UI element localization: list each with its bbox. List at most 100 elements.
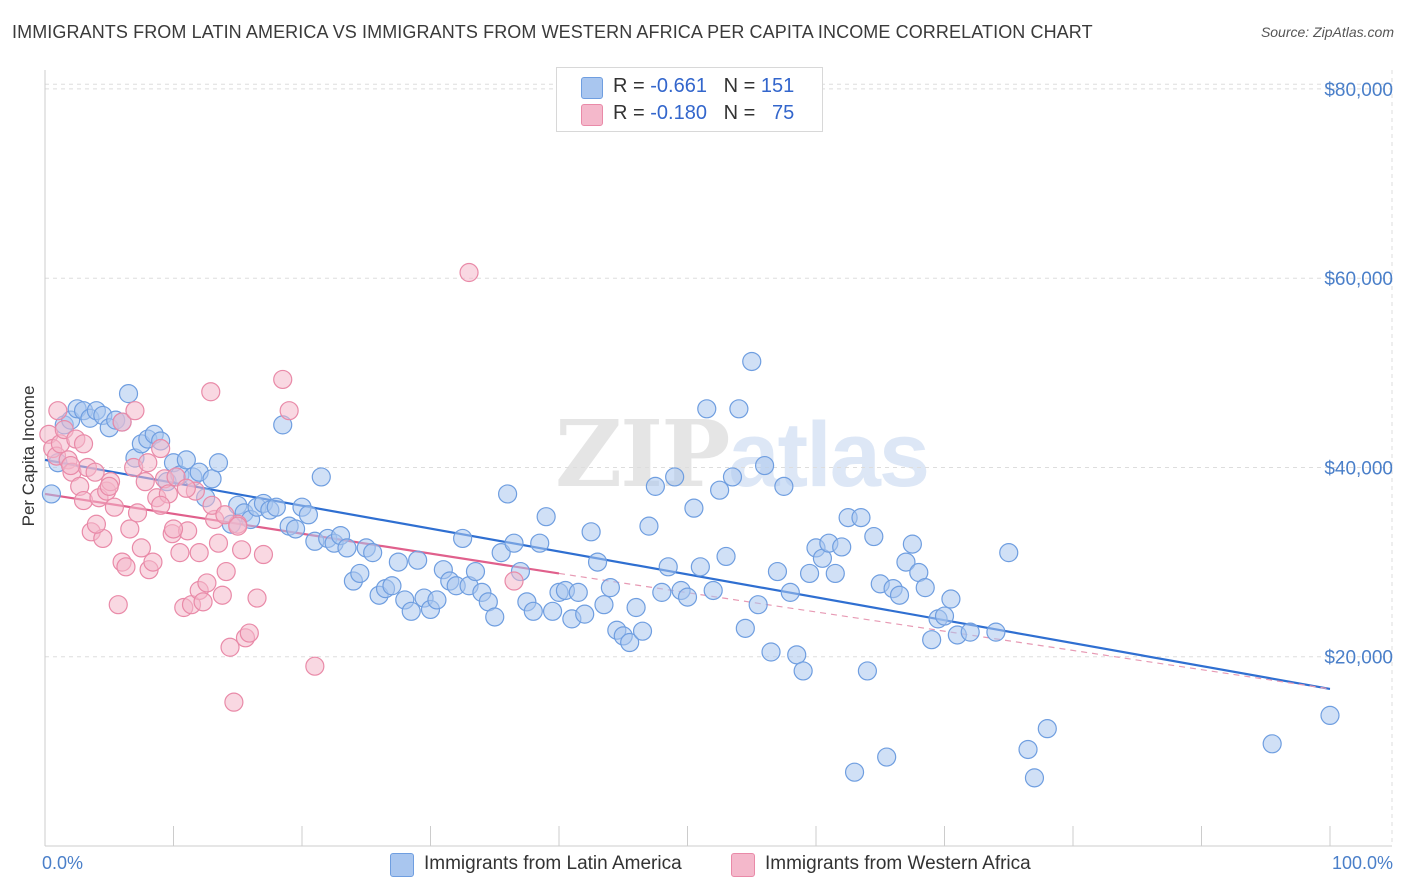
correlation-legend: R = -0.661 N = 151 R = -0.180 N = 75 xyxy=(556,67,823,132)
gridlines xyxy=(45,70,1393,846)
data-point-western-africa xyxy=(504,571,524,591)
bottom-legend-swatch-latin-america xyxy=(390,853,414,877)
data-point-latin-america xyxy=(600,578,621,598)
data-point-latin-america xyxy=(1320,705,1340,726)
data-point-western-africa xyxy=(163,519,184,539)
data-point-latin-america xyxy=(202,469,222,489)
data-point-latin-america xyxy=(285,519,306,539)
legend-swatch-western-africa xyxy=(581,104,603,126)
data-point-western-africa xyxy=(220,637,240,657)
legend-r-value: -0.661 xyxy=(650,75,707,97)
legend-n-value: 151 xyxy=(760,75,795,97)
data-point-latin-america xyxy=(536,507,556,527)
data-point-latin-america xyxy=(767,561,788,582)
data-point-latin-america xyxy=(587,552,608,572)
data-point-western-africa xyxy=(459,262,479,283)
data-point-latin-america xyxy=(568,582,588,602)
data-point-latin-america xyxy=(754,455,775,476)
y-tick-label: $40,000 xyxy=(1324,458,1393,479)
data-point-latin-america xyxy=(408,550,428,570)
data-point-latin-america xyxy=(382,576,402,596)
data-point-latin-america xyxy=(787,645,807,665)
data-point-latin-america xyxy=(645,476,665,496)
data-point-latin-america xyxy=(1262,734,1282,754)
data-point-latin-america xyxy=(690,557,710,577)
data-point-latin-america xyxy=(350,563,370,584)
data-point-latin-america xyxy=(889,585,910,605)
data-point-latin-america xyxy=(902,534,922,554)
data-point-latin-america xyxy=(401,601,421,621)
data-point-western-africa xyxy=(212,585,232,605)
data-point-western-africa xyxy=(224,692,244,712)
data-point-latin-america xyxy=(716,546,736,567)
trend-lines xyxy=(44,458,1331,690)
legend-r-label: R = xyxy=(613,75,645,97)
data-point-western-africa xyxy=(120,519,140,539)
data-point-western-africa xyxy=(201,382,221,402)
data-point-latin-america xyxy=(710,480,730,500)
data-point-latin-america xyxy=(922,630,942,650)
data-point-latin-america xyxy=(729,399,749,419)
data-point-western-africa xyxy=(108,595,128,615)
watermark-zip: ZIP xyxy=(555,400,730,508)
y-tick-label: $20,000 xyxy=(1324,648,1393,669)
legend-n-value: 75 xyxy=(772,102,795,124)
data-point-latin-america xyxy=(632,621,653,641)
trend-line-latin-america xyxy=(44,458,1331,690)
trend-line-western-africa-extension xyxy=(558,572,1331,690)
data-point-latin-america xyxy=(311,467,331,487)
data-point-latin-america xyxy=(934,606,955,626)
data-point-western-africa xyxy=(151,438,171,459)
chart-title: IMMIGRANTS FROM LATIN AMERICA VS IMMIGRA… xyxy=(12,22,1093,42)
data-point-latin-america xyxy=(581,522,601,542)
data-point-latin-america xyxy=(639,516,659,536)
data-point-latin-america xyxy=(844,762,865,782)
data-point-latin-america xyxy=(832,537,852,557)
data-point-latin-america xyxy=(793,661,813,681)
data-point-western-africa xyxy=(189,543,209,563)
data-point-western-africa xyxy=(86,514,107,534)
data-point-latin-america xyxy=(851,508,871,528)
data-point-latin-america xyxy=(896,552,916,572)
data-point-latin-america xyxy=(465,561,486,582)
data-point-western-africa xyxy=(193,592,213,612)
chart-source: Source: ZipAtlas.com xyxy=(1260,24,1394,40)
legend-r-value: -0.180 xyxy=(650,102,707,124)
y-tick-label: $60,000 xyxy=(1324,269,1393,290)
data-point-latin-america xyxy=(857,661,878,681)
bottom-legend-label: Immigrants from Western Africa xyxy=(765,853,1031,874)
data-point-western-africa xyxy=(215,505,235,525)
y-axis-label: Per Capita Income xyxy=(19,386,38,527)
data-point-latin-america xyxy=(176,450,196,470)
legend-swatch-latin-america xyxy=(581,77,603,99)
data-point-western-africa xyxy=(247,588,267,608)
data-point-latin-america xyxy=(491,543,511,563)
data-point-western-africa xyxy=(208,533,229,553)
data-point-latin-america xyxy=(941,589,961,609)
data-point-western-africa xyxy=(273,369,293,390)
data-point-western-africa xyxy=(170,543,190,563)
legend-r-label: R = xyxy=(613,102,645,124)
data-points xyxy=(39,262,1340,788)
data-point-western-africa xyxy=(61,455,81,476)
y-tick-label: $80,000 xyxy=(1324,80,1393,101)
data-point-latin-america xyxy=(575,604,595,624)
data-point-latin-america xyxy=(485,607,505,627)
data-point-latin-america xyxy=(298,505,319,525)
data-point-latin-america xyxy=(41,484,62,504)
data-point-latin-america xyxy=(652,582,672,602)
x-tick-label: 100.0% xyxy=(1332,853,1393,873)
data-point-latin-america xyxy=(735,618,755,638)
data-point-western-africa xyxy=(48,401,68,421)
data-point-latin-america xyxy=(684,498,704,518)
data-point-western-africa xyxy=(73,434,94,454)
legend-n-label: N = xyxy=(723,75,756,97)
data-point-latin-america xyxy=(388,552,408,572)
data-point-western-africa xyxy=(176,478,196,498)
bottom-legend-swatch-western-africa xyxy=(731,853,755,877)
data-point-latin-america xyxy=(780,582,800,602)
data-point-latin-america xyxy=(742,351,762,372)
data-point-latin-america xyxy=(118,384,139,404)
data-point-western-africa xyxy=(228,516,248,536)
data-point-latin-america xyxy=(658,557,678,577)
